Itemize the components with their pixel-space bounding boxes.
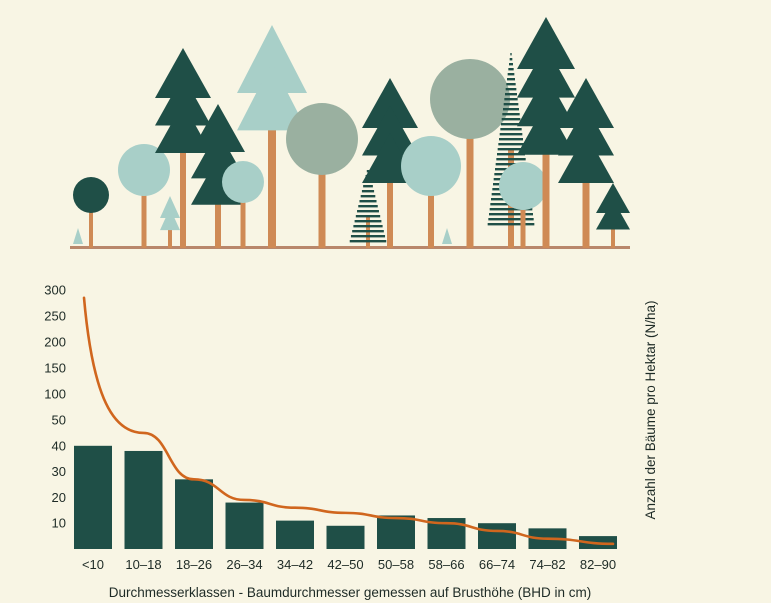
y-tick-label: 300 xyxy=(44,283,66,298)
bar xyxy=(74,445,112,549)
y-tick-label: 40 xyxy=(52,438,66,453)
x-tick-label: 34–42 xyxy=(277,557,313,572)
bar xyxy=(175,479,213,549)
x-tick-label: 74–82 xyxy=(529,557,565,572)
x-tick-label: 58–66 xyxy=(428,557,464,572)
x-tick-label: <10 xyxy=(82,557,104,572)
y-tick-labels: 10 20 30 40 50 100 150 200 250 300 xyxy=(44,283,66,531)
y-tick-label: 50 xyxy=(52,413,66,428)
y-tick-label: 30 xyxy=(52,464,66,479)
x-tick-label: 66–74 xyxy=(479,557,515,572)
x-axis-title: Durchmesserklassen - Baumdurchmesser gem… xyxy=(109,585,591,600)
y-tick-label: 150 xyxy=(44,361,66,376)
x-tick-label: 18–26 xyxy=(176,557,212,572)
y-tick-label: 20 xyxy=(52,490,66,505)
y-tick-label: 250 xyxy=(44,309,66,324)
x-tick-label: 82–90 xyxy=(580,557,616,572)
x-tick-label: 10–18 xyxy=(125,557,161,572)
x-tick-label: 50–58 xyxy=(378,557,414,572)
bar xyxy=(377,515,415,549)
y-tick-label: 200 xyxy=(44,335,66,350)
bar xyxy=(276,520,314,549)
y-tick-label: 100 xyxy=(44,387,66,402)
bar xyxy=(326,525,365,549)
bar xyxy=(478,523,516,549)
distribution-curve xyxy=(82,296,615,546)
y-axis-title: Anzahl der Bäume pro Hektar (N/ha) xyxy=(643,300,658,519)
x-tick-label: 26–34 xyxy=(226,557,262,572)
x-tick-labels: <10 10–18 18–26 26–34 34–42 42–50 50–58 58–66 66… xyxy=(82,557,616,572)
x-tick-label: 42–50 xyxy=(327,557,363,572)
bars xyxy=(74,445,617,549)
bar xyxy=(124,450,163,549)
bar xyxy=(225,502,264,549)
y-tick-label: 10 xyxy=(52,516,66,531)
